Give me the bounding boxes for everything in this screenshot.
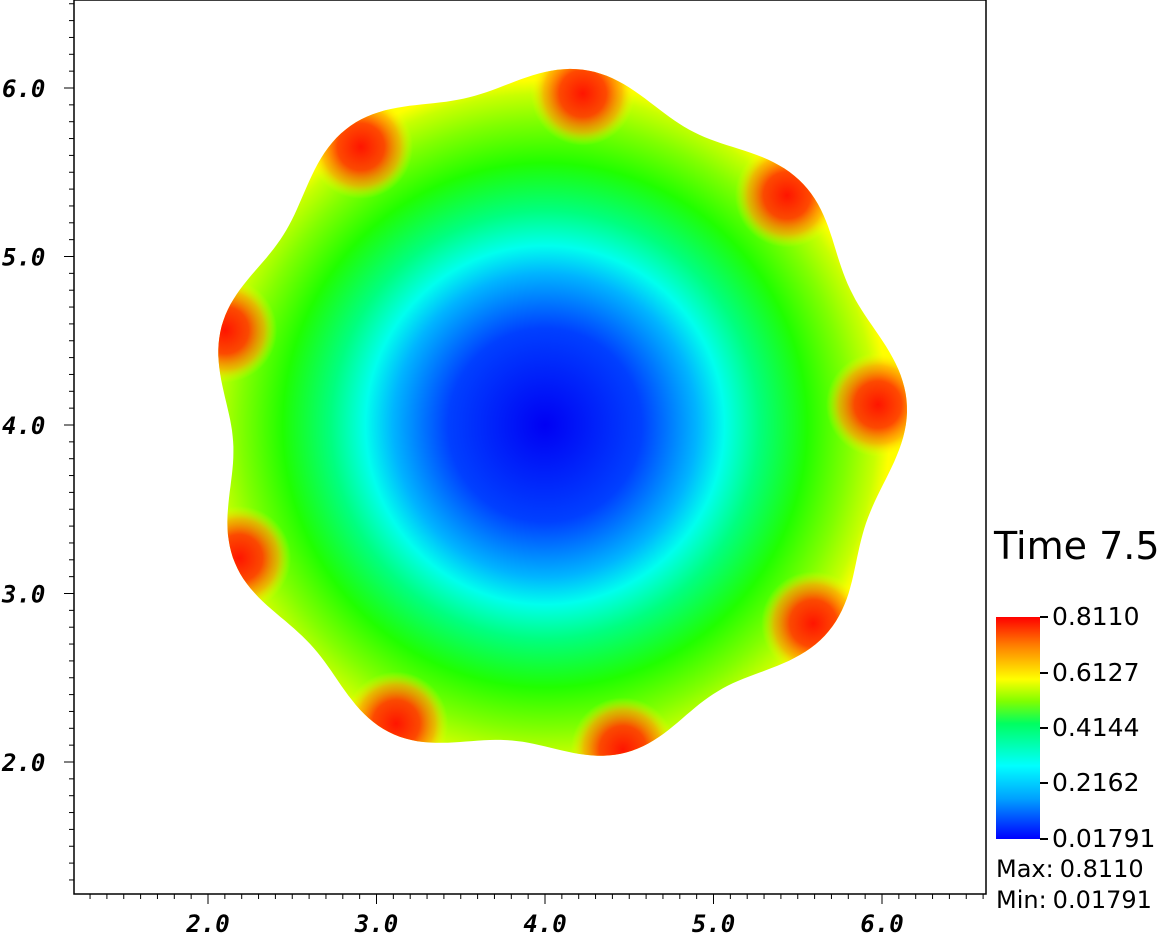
hotspot — [308, 94, 413, 199]
y-tick-label: 3.0 — [1, 581, 45, 609]
y-tick-label: 4.0 — [2, 412, 45, 440]
y-tick-label: 2.0 — [1, 749, 45, 777]
hotspot — [218, 278, 278, 383]
colorbar-tick — [1040, 671, 1048, 674]
colorbar-tick-label: 0.01791 — [1052, 824, 1156, 853]
hotspot — [344, 671, 449, 756]
colorbar-tick-label: 0.4144 — [1052, 713, 1140, 742]
colorbar-tick — [1040, 838, 1048, 840]
colorbar-tick-label: 0.2162 — [1052, 768, 1140, 798]
colorbar-tick — [1040, 616, 1048, 618]
x-tick-label: 2.0 — [185, 910, 229, 934]
min-stat: Min: 0.01791 — [996, 886, 1152, 914]
max-value: 0.8110 — [1059, 855, 1144, 883]
field-region — [218, 68, 908, 756]
hotspot — [826, 352, 908, 457]
min-value: 0.01791 — [1052, 886, 1152, 914]
colorbar-tick — [1040, 782, 1048, 785]
colorbar-title: Time 7.5 — [994, 524, 1160, 568]
colorbar-tick-label: 0.6127 — [1052, 657, 1140, 687]
x-tick-label: 5.0 — [692, 910, 735, 934]
hotspot — [761, 571, 866, 676]
colorbar-tick — [1040, 727, 1048, 729]
colorbar — [996, 617, 1040, 839]
hotspot — [530, 68, 635, 146]
colorbar-tick-label: 0.8110 — [1052, 602, 1140, 631]
min-label: Min: — [996, 886, 1047, 914]
x-tick-label: 6.0 — [860, 910, 903, 934]
hotspot — [735, 143, 839, 248]
max-label: Max: — [996, 855, 1054, 883]
max-stat: Max: 0.8110 — [996, 855, 1144, 883]
y-tick-label: 5.0 — [2, 244, 45, 272]
hotspot — [218, 506, 291, 610]
hotspot — [570, 697, 675, 756]
x-tick-label: 4.0 — [523, 910, 566, 934]
field-layer — [218, 68, 908, 756]
axis-layer: 2.0 3.0 4.0 5.0 6.0 2.0 3.0 4.0 5.0 6.0 — [1, 3, 984, 934]
x-tick-label: 3.0 — [354, 910, 398, 934]
plot-frame — [73, 0, 987, 895]
y-tick-label: 6.0 — [2, 75, 45, 103]
